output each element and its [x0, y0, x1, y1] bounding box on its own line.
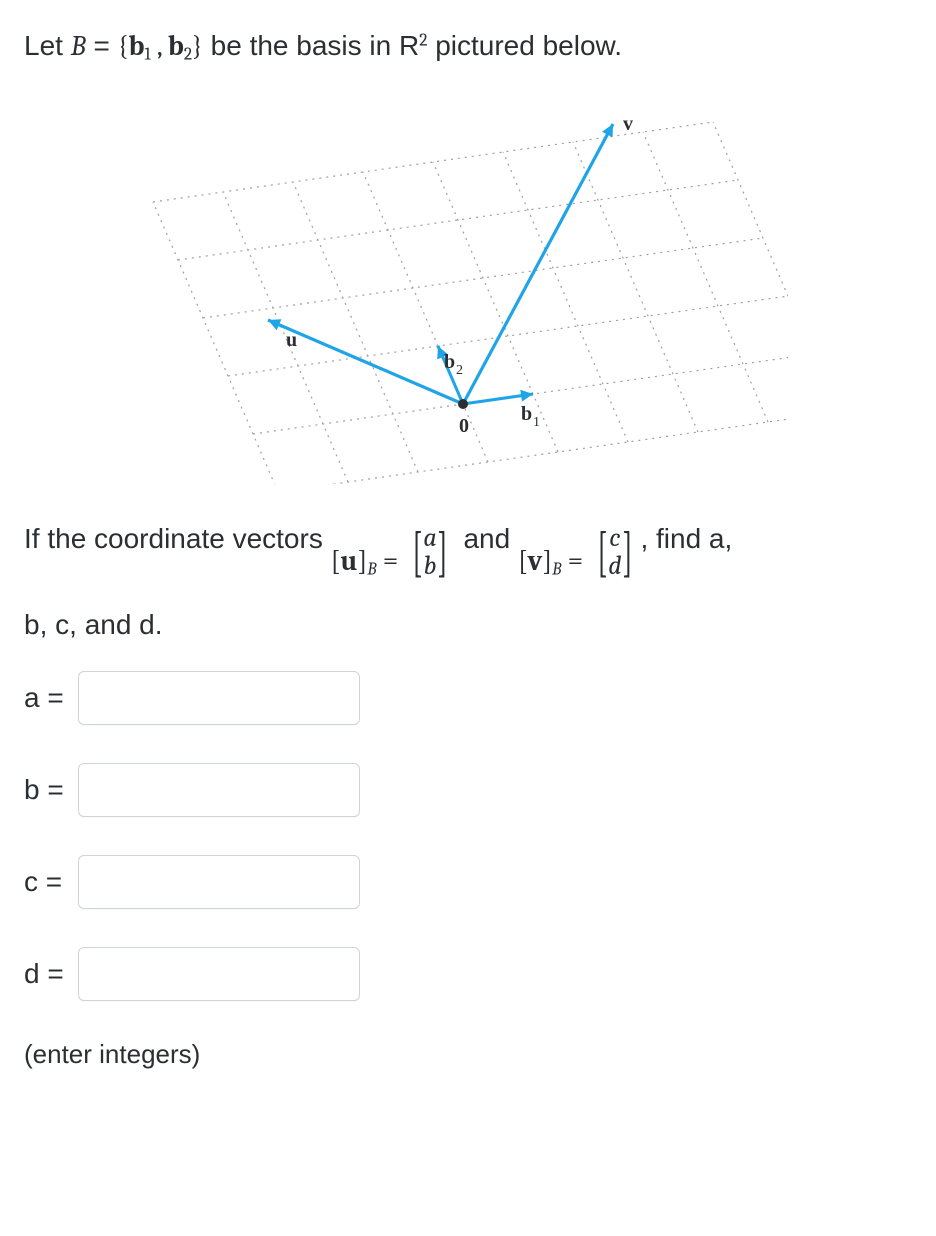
sym-d: d: [608, 553, 621, 580]
sym-b2-sub: 2: [184, 44, 192, 64]
question-line-2: b, c, and d.: [24, 598, 912, 651]
svg-text:b: b: [444, 351, 455, 373]
ans-row-a: a =: [24, 671, 912, 725]
colvec-v: [cd]: [593, 525, 636, 580]
sym-rbrace: }: [192, 30, 203, 62]
intro-line: Let B = {b1 , b2} be the basis in R2 pic…: [24, 28, 912, 66]
svg-text:1: 1: [533, 415, 540, 430]
txt-after2: pictured below.: [427, 30, 622, 61]
txt-eq-v: =: [568, 545, 590, 577]
sym-v-sub: B: [552, 559, 561, 579]
input-b[interactable]: [78, 763, 360, 817]
txt-let: Let: [24, 30, 71, 61]
question-line-1: If the coordinate vectors [u]B = [ab] an…: [24, 512, 912, 588]
sym-c: c: [609, 525, 620, 552]
txt-eq-u: =: [383, 545, 405, 577]
svg-text:v: v: [623, 113, 633, 135]
sym-b2: b: [168, 30, 184, 62]
input-d[interactable]: [78, 947, 360, 1001]
sym-a: a: [423, 525, 436, 552]
txt-pre: If the coordinate vectors: [24, 523, 331, 554]
label-b: b =: [24, 774, 78, 806]
input-a[interactable]: [78, 671, 360, 725]
svg-text:0: 0: [459, 415, 469, 437]
ans-row-b: b =: [24, 763, 912, 817]
txt-eq: =: [86, 30, 118, 61]
sym-v: v: [528, 545, 543, 577]
txt-post: , find a,: [640, 523, 732, 554]
sym-lbrace: {: [118, 30, 129, 62]
hint-text: (enter integers): [24, 1039, 912, 1070]
colvec-u: [ab]: [408, 525, 451, 580]
answers-block: a = b = c = d =: [24, 671, 912, 1001]
label-a: a =: [24, 682, 78, 714]
sym-b: b: [424, 553, 437, 580]
label-c: c =: [24, 866, 78, 898]
txt-comma: ,: [151, 30, 168, 62]
ans-row-d: d =: [24, 947, 912, 1001]
txt-and: and: [463, 523, 518, 554]
basis-figure: 0b1b2uv: [148, 84, 788, 484]
sym-b1: b: [128, 30, 144, 62]
sym-u-sub: B: [367, 559, 376, 579]
sym-B: B: [71, 30, 86, 62]
input-c[interactable]: [78, 855, 360, 909]
ans-row-c: c =: [24, 855, 912, 909]
sym-u: u: [340, 545, 357, 577]
svg-text:2: 2: [456, 363, 463, 378]
svg-text:b: b: [521, 403, 532, 425]
svg-text:u: u: [286, 329, 297, 351]
label-d: d =: [24, 958, 78, 990]
txt-after: be the basis in R: [203, 30, 419, 61]
